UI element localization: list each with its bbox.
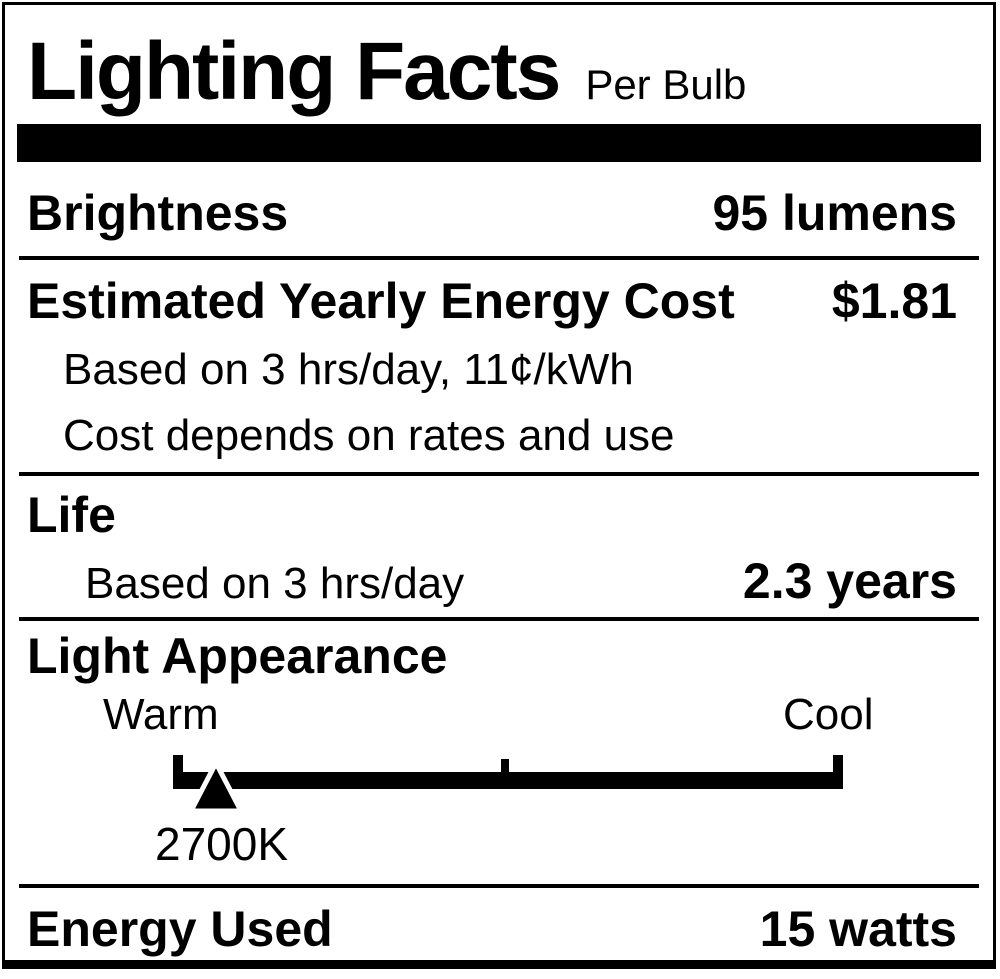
section-rule [19,884,979,888]
life-value: 2.3 years [742,553,957,609]
section-rule [19,256,979,260]
label-header: Lighting Facts Per Bulb [5,5,993,124]
energy-cost-label: Estimated Yearly Energy Cost [27,273,735,329]
life-section: Life Based on 3 hrs/day 2.3 years [5,476,993,617]
energy-cost-basis-note: Based on 3 hrs/day, 11¢/kWh [63,345,634,394]
life-row: Based on 3 hrs/day 2.3 years [5,556,993,606]
section-rule [19,617,979,621]
label-title: Lighting Facts [27,26,561,117]
energy-cost-row: Estimated Yearly Energy Cost $1.81 [5,276,993,326]
brightness-label: Brightness [27,185,289,241]
energy-cost-section: Estimated Yearly Energy Cost $1.81 Based… [5,260,993,472]
energy-cost-value: $1.81 [831,273,957,329]
section-rule [19,472,979,476]
brightness-value: 95 lumens [712,185,957,241]
temperature-marker-triangle-icon [188,760,244,814]
energy-cost-disclaimer-note: Cost depends on rates and use [63,411,675,460]
warm-label: Warm [103,690,219,739]
energy-used-value: 15 watts [759,901,957,957]
energy-used-label: Energy Used [27,901,333,957]
temperature-value: 2700K [155,818,289,870]
light-appearance-label: Light Appearance [27,628,448,684]
life-basis-note: Based on 3 hrs/day [85,559,465,608]
label-subtitle: Per Bulb [585,61,747,108]
header-divider-bar [17,124,981,162]
life-label: Life [27,487,116,543]
energy-used-row: Energy Used 15 watts [5,888,993,960]
brightness-row: Brightness 95 lumens [5,162,993,256]
light-appearance-section: Light Appearance Warm Cool 2700K [5,621,993,884]
color-temperature-scale-bar [173,772,843,789]
cool-label: Cool [783,690,874,739]
